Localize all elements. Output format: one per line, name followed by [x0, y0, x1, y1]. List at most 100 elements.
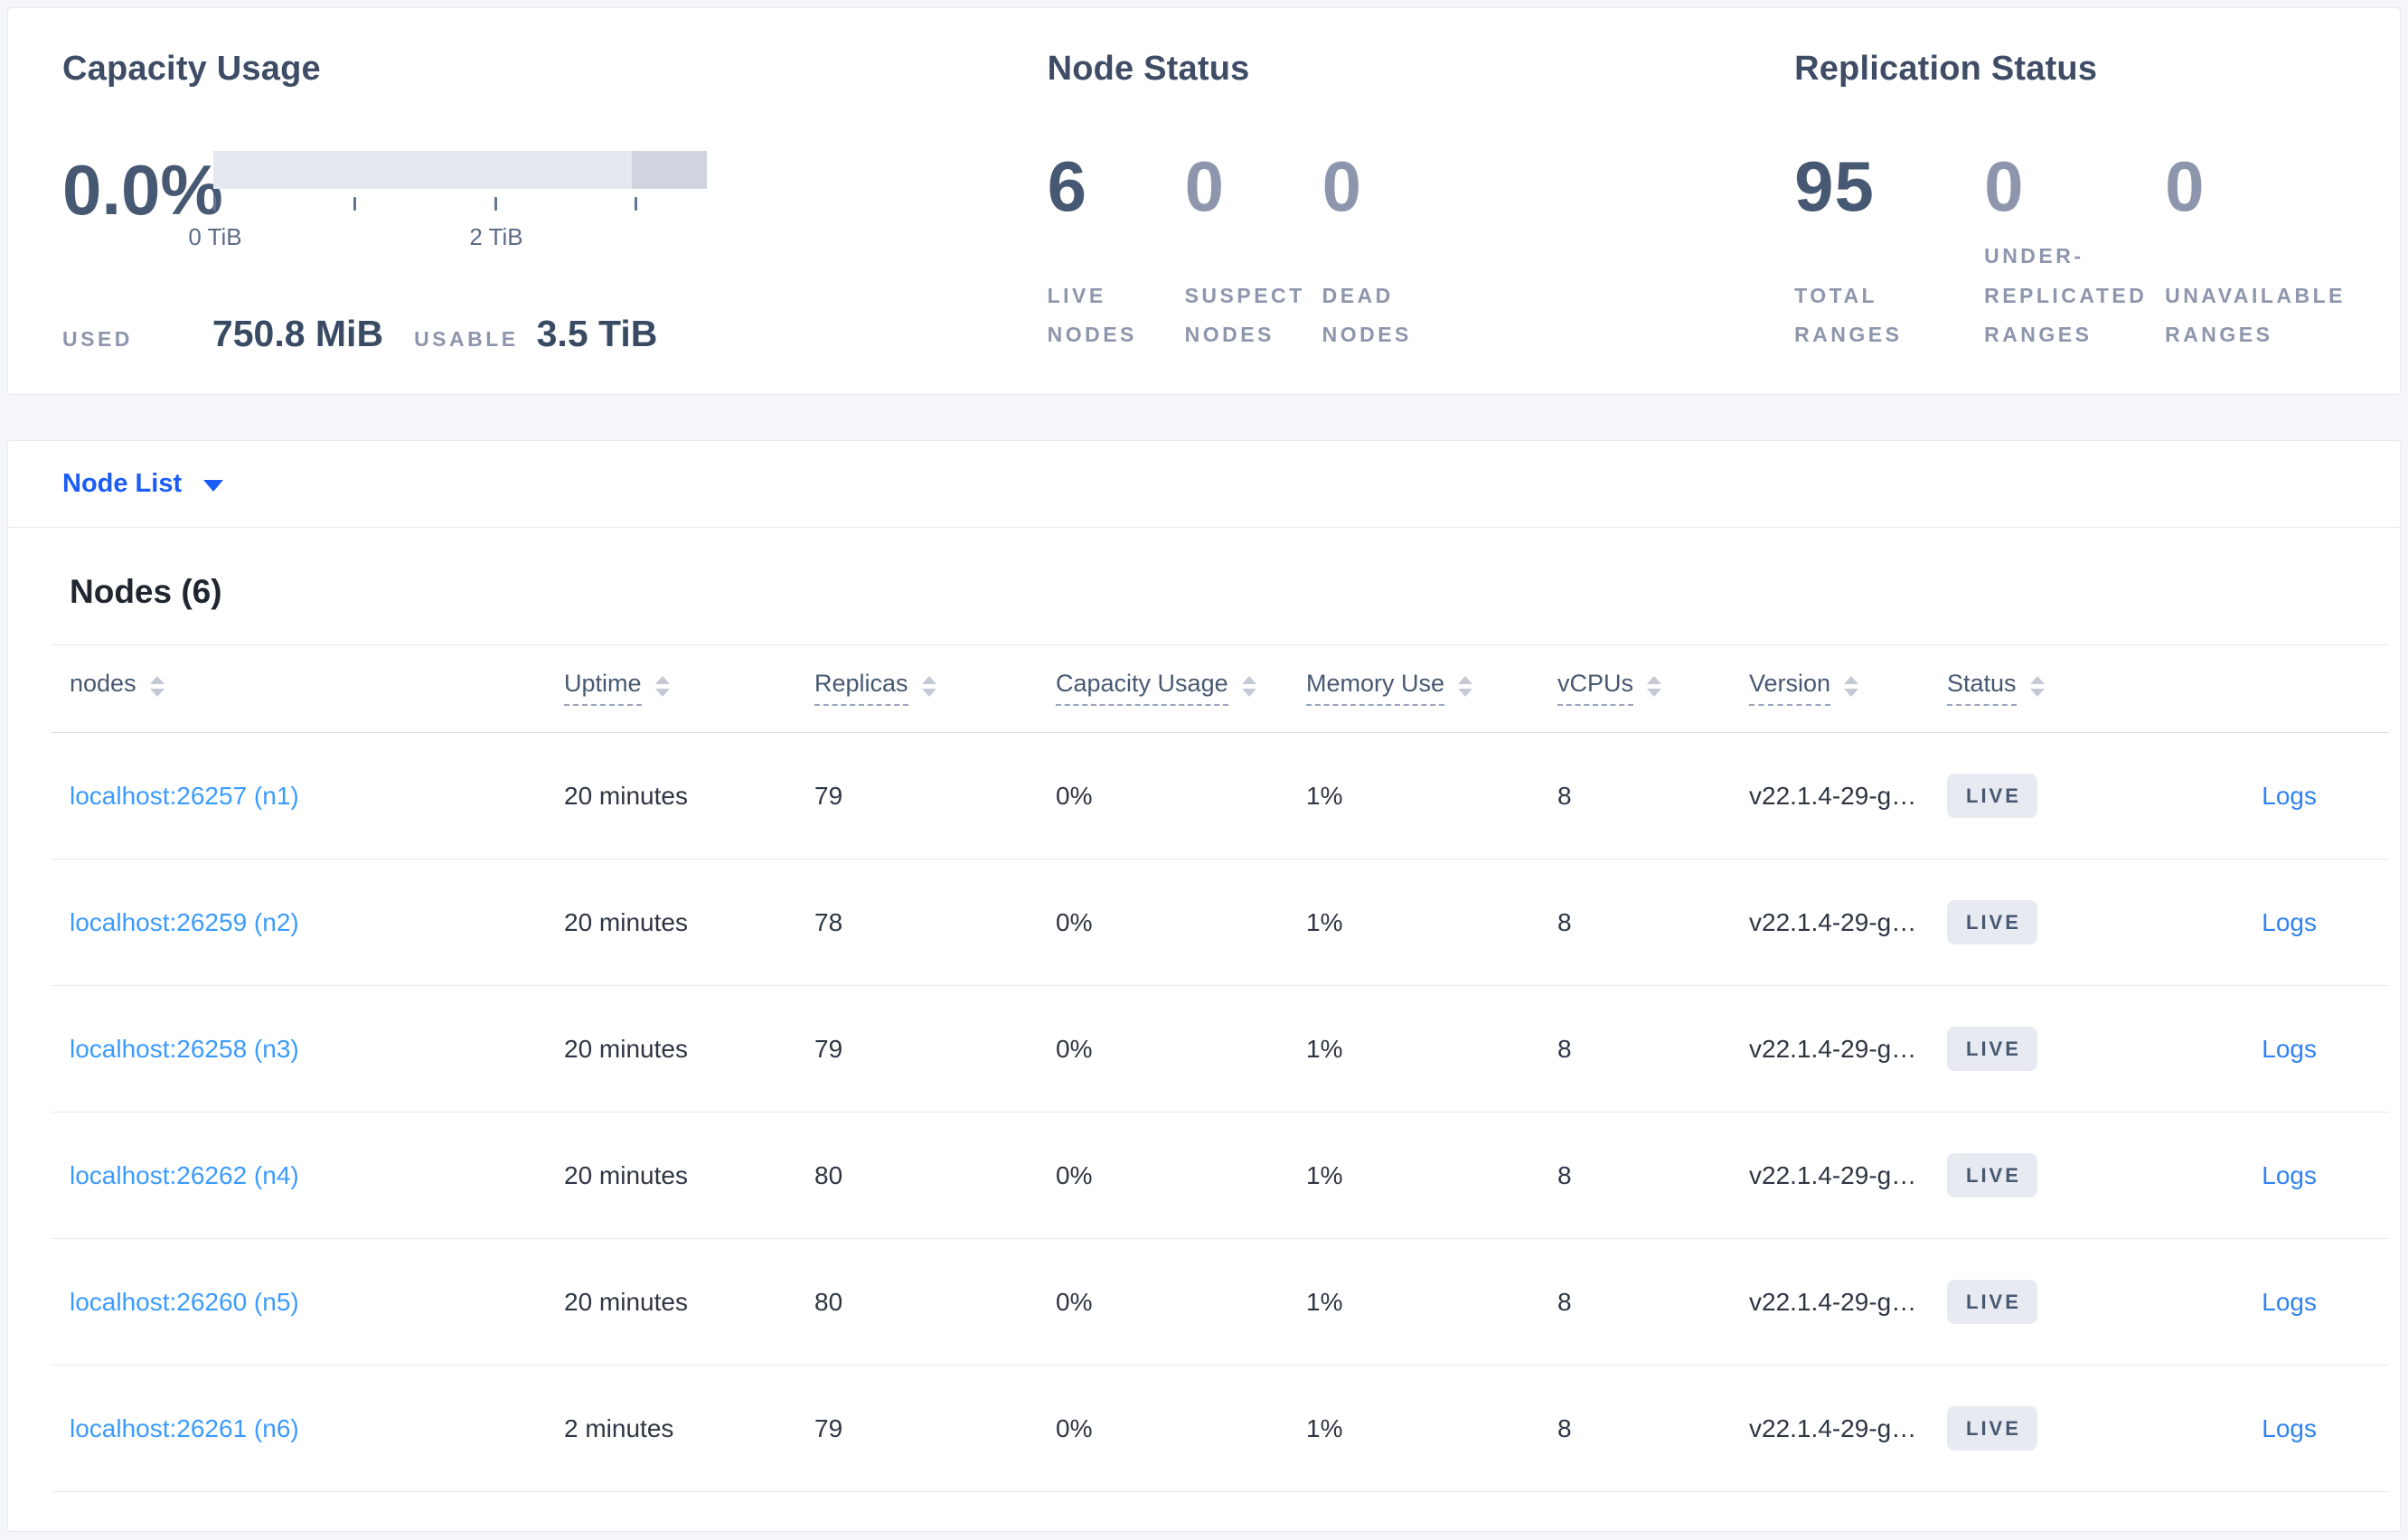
- capacity-usage-cell: 0%: [1056, 1034, 1093, 1063]
- node-status-section: Node Status 6 LIVE NODES 0 SUSPECT NODES…: [1048, 52, 1795, 358]
- used-value: 750.8 MiB: [212, 313, 384, 354]
- axis-tick: [635, 197, 637, 211]
- axis-tick: [494, 197, 497, 211]
- sort-arrows-icon: [2029, 675, 2045, 697]
- vcpus-cell: 8: [1557, 781, 1572, 810]
- usable-value: 3.5 TiB: [536, 313, 658, 354]
- capacity-usage-title: Capacity Usage: [62, 50, 321, 88]
- capacity-percent-value: 0.0%: [62, 150, 223, 230]
- column-header-label: Memory Use: [1306, 671, 1445, 706]
- column-header-label: Version: [1749, 671, 1831, 706]
- capacity-usage-cell: 0%: [1056, 1287, 1093, 1316]
- logs-link[interactable]: Logs: [2262, 1287, 2317, 1316]
- node-link[interactable]: localhost:26260 (n5): [70, 1287, 299, 1316]
- under-replicated-ranges-label: UNDER- REPLICATED RANGES: [1984, 243, 2148, 347]
- total-ranges-label: TOTAL RANGES: [1794, 283, 1903, 347]
- logs-link[interactable]: Logs: [2262, 1413, 2317, 1442]
- column-header[interactable]: vCPUs: [1557, 671, 1749, 706]
- capacity-usage-cell: 0%: [1056, 907, 1093, 936]
- under-replicated-ranges-stat: 0 UNDER- REPLICATED RANGES: [1984, 151, 2165, 355]
- axis-tick-label: 0 TiB: [188, 223, 242, 250]
- sort-arrows-icon: [921, 675, 936, 697]
- vcpus-cell: 8: [1557, 1160, 1572, 1189]
- node-link[interactable]: localhost:26257 (n1): [70, 781, 299, 810]
- capacity-usage-cell: 0%: [1056, 1160, 1093, 1189]
- logs-link[interactable]: Logs: [2262, 781, 2317, 810]
- replicas-cell: 78: [814, 907, 843, 936]
- vcpus-cell: 8: [1557, 1034, 1572, 1063]
- dead-nodes-label: DEAD NODES: [1322, 283, 1412, 347]
- column-header-label: Status: [1947, 671, 2017, 706]
- uptime-cell: 20 minutes: [564, 781, 688, 810]
- suspect-nodes-stat: 0 SUSPECT NODES: [1185, 151, 1322, 355]
- capacity-usage-section: Capacity Usage 0.0% 0 TiB: [62, 52, 1048, 358]
- logs-link[interactable]: Logs: [2262, 1034, 2317, 1063]
- memory-use-cell: 1%: [1306, 781, 1343, 810]
- version-cell: v22.1.4-29-g…: [1749, 907, 1917, 936]
- node-list-dropdown-label: Node List: [62, 469, 183, 498]
- uptime-cell: 20 minutes: [564, 1034, 688, 1063]
- unavailable-ranges-label: UNAVAILABLE RANGES: [2165, 283, 2346, 347]
- suspect-nodes-value: 0: [1184, 146, 1225, 226]
- chevron-down-icon: [203, 480, 224, 492]
- column-header[interactable]: Status: [1947, 671, 2200, 706]
- status-badge: LIVE: [1947, 1406, 2037, 1451]
- dead-nodes-stat: 0 DEAD NODES: [1322, 151, 1460, 355]
- column-header[interactable]: Memory Use: [1306, 671, 1557, 706]
- uptime-cell: 20 minutes: [564, 1160, 688, 1189]
- under-replicated-ranges-value: 0: [1984, 146, 2025, 226]
- unavailable-ranges-stat: 0 UNAVAILABLE RANGES: [2165, 151, 2346, 355]
- node-link[interactable]: localhost:26259 (n2): [70, 907, 299, 936]
- status-badge: LIVE: [1947, 1027, 2037, 1071]
- axis-tick: [213, 197, 216, 211]
- node-link[interactable]: localhost:26261 (n6): [70, 1413, 299, 1442]
- suspect-nodes-label: SUSPECT NODES: [1184, 283, 1305, 347]
- vcpus-cell: 8: [1557, 1413, 1572, 1442]
- uptime-cell: 20 minutes: [564, 1287, 688, 1316]
- status-badge: LIVE: [1947, 900, 2037, 944]
- uptime-cell: 2 minutes: [564, 1413, 674, 1442]
- status-badge: LIVE: [1947, 1153, 2037, 1197]
- column-header-label: Uptime: [564, 671, 642, 706]
- replicas-cell: 80: [814, 1287, 843, 1316]
- table-row: localhost:26260 (n5) 20 minutes 80 0% 1%…: [52, 1239, 2389, 1366]
- column-header[interactable]: nodes: [70, 671, 564, 706]
- logs-link[interactable]: Logs: [2262, 1160, 2317, 1189]
- node-list-card: Node List Nodes (6) nodes Uptime Replica…: [7, 440, 2401, 1532]
- memory-use-cell: 1%: [1306, 1287, 1343, 1316]
- column-header-label: Replicas: [814, 671, 908, 706]
- replicas-cell: 79: [814, 1413, 843, 1442]
- view-selector-bar: Node List: [8, 441, 2400, 528]
- node-list-dropdown[interactable]: Node List: [62, 469, 224, 499]
- capacity-gauge: 0 TiB 2 TiB: [188, 151, 707, 250]
- sort-arrows-icon: [1241, 675, 1256, 697]
- column-header[interactable]: Capacity Usage: [1056, 671, 1306, 706]
- replicas-cell: 80: [814, 1160, 843, 1189]
- replication-status-title: Replication Status: [1794, 50, 2098, 88]
- column-header-label: nodes: [70, 670, 136, 697]
- replication-status-section: Replication Status 95 TOTAL RANGES 0 UND…: [1794, 52, 2346, 358]
- node-link[interactable]: localhost:26262 (n4): [70, 1160, 299, 1189]
- unavailable-ranges-value: 0: [2165, 146, 2206, 226]
- capacity-gauge-axis: 0 TiB 2 TiB: [188, 189, 707, 250]
- column-header: [2200, 684, 2389, 694]
- sort-arrows-icon: [654, 675, 670, 697]
- table-header-row: nodes Uptime Replicas Capacity Usage Mem…: [52, 645, 2389, 733]
- column-header[interactable]: Version: [1749, 671, 1947, 706]
- column-header[interactable]: Uptime: [564, 671, 814, 706]
- logs-link[interactable]: Logs: [2262, 907, 2317, 936]
- table-top-divider: [52, 644, 2389, 645]
- version-cell: v22.1.4-29-g…: [1749, 1287, 1917, 1316]
- cluster-summary-card: Capacity Usage 0.0% 0 TiB: [7, 7, 2401, 395]
- node-status-title: Node Status: [1047, 50, 1250, 88]
- dead-nodes-value: 0: [1322, 146, 1362, 226]
- column-header[interactable]: Replicas: [814, 671, 1056, 706]
- version-cell: v22.1.4-29-g…: [1749, 1160, 1917, 1189]
- capacity-usage-cell: 0%: [1056, 781, 1093, 810]
- capacity-usage-cell: 0%: [1056, 1413, 1093, 1442]
- sort-arrows-icon: [1844, 675, 1859, 697]
- column-header-label: Capacity Usage: [1056, 671, 1228, 706]
- node-link[interactable]: localhost:26258 (n3): [70, 1034, 299, 1063]
- sort-arrows-icon: [1458, 675, 1473, 697]
- axis-tick-label: 2 TiB: [469, 223, 523, 250]
